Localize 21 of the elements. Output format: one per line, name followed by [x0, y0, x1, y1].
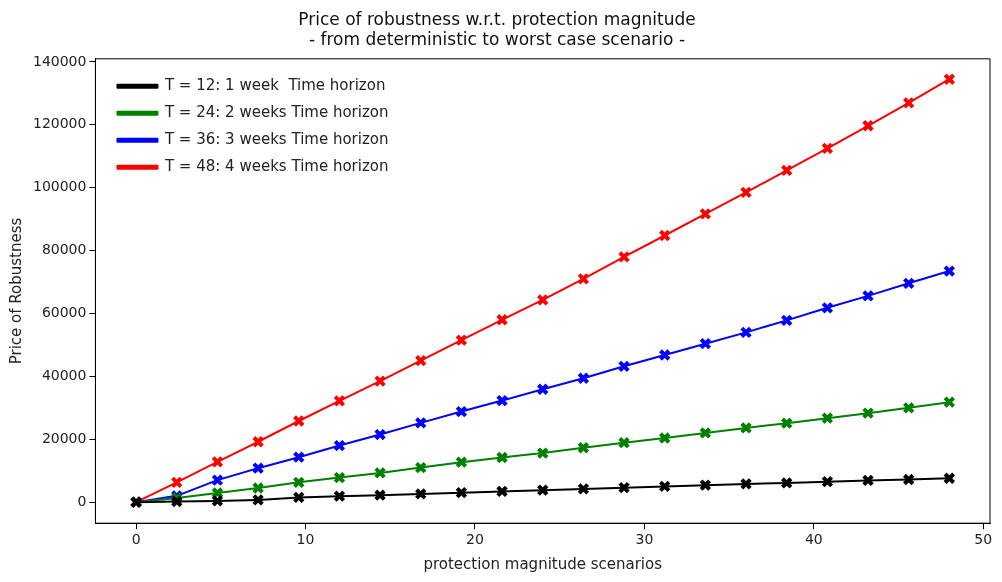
y-tick-label: 0	[77, 492, 87, 509]
y-tick-label: 120000	[32, 115, 87, 132]
x-axis-title: protection magnitude scenarios	[423, 554, 663, 573]
x-tick-label: 0	[131, 531, 141, 548]
y-tick-label: 60000	[41, 304, 87, 321]
y-tick-label: 40000	[41, 367, 87, 384]
y-tick-label: 100000	[32, 178, 87, 195]
x-tick-label: 30	[635, 531, 654, 548]
legend-label: T = 36: 3 weeks Time horizon	[163, 130, 389, 149]
legend-label: T = 24: 2 weeks Time horizon	[163, 103, 389, 122]
chart-title: Price of robustness w.r.t. protection magnitude - from deterministic to worst case scenario -	[298, 8, 696, 50]
legend-label: T = 48: 4 weeks Time horizon	[163, 157, 389, 176]
x-tick-label: 40	[804, 531, 823, 548]
y-axis-title: Price of Robustness	[6, 217, 25, 365]
y-tick-label: 80000	[41, 241, 87, 258]
x-tick-label: 10	[296, 531, 315, 548]
y-tick-label: 140000	[32, 52, 87, 69]
legend-label: T = 12: 1 week Time horizon	[163, 76, 386, 95]
x-tick-label: 20	[466, 531, 484, 548]
y-tick-label: 20000	[41, 429, 87, 446]
x-tick-label: 50	[974, 531, 993, 548]
